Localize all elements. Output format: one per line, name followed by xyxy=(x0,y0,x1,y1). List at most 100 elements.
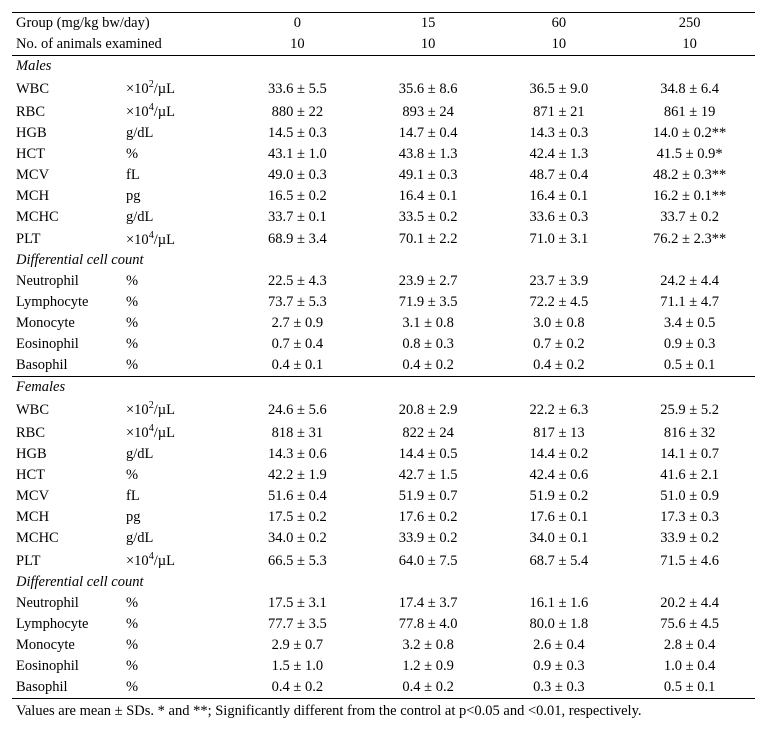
value-cell: 14.5 ± 0.3 xyxy=(232,123,363,144)
header-animals-1: 10 xyxy=(363,34,494,56)
value-cell: 34.0 ± 0.1 xyxy=(494,528,625,549)
value-cell: 861 ± 19 xyxy=(624,100,755,123)
value-cell: 71.0 ± 3.1 xyxy=(494,228,625,251)
param-name: MCV xyxy=(12,165,122,186)
param-unit: fL xyxy=(122,486,232,507)
value-cell: 42.2 ± 1.9 xyxy=(232,465,363,486)
param-unit: ×104/µL xyxy=(122,549,232,572)
value-cell: 80.0 ± 1.8 xyxy=(494,614,625,635)
param-name: Monocyte xyxy=(12,313,122,334)
param-unit: % xyxy=(122,292,232,313)
param-name: HGB xyxy=(12,123,122,144)
value-cell: 3.1 ± 0.8 xyxy=(363,313,494,334)
param-unit: % xyxy=(122,313,232,334)
value-cell: 17.3 ± 0.3 xyxy=(624,507,755,528)
value-cell: 0.4 ± 0.2 xyxy=(363,677,494,699)
value-cell: 24.2 ± 4.4 xyxy=(624,271,755,292)
value-cell: 3.4 ± 0.5 xyxy=(624,313,755,334)
header-animals-label: No. of animals examined xyxy=(12,34,232,56)
param-name: HGB xyxy=(12,444,122,465)
value-cell: 23.9 ± 2.7 xyxy=(363,271,494,292)
param-unit: ×102/µL xyxy=(122,398,232,421)
param-unit: pg xyxy=(122,507,232,528)
value-cell: 77.7 ± 3.5 xyxy=(232,614,363,635)
value-cell: 0.9 ± 0.3 xyxy=(624,334,755,355)
param-name: Monocyte xyxy=(12,635,122,656)
param-name: Neutrophil xyxy=(12,271,122,292)
value-cell: 71.9 ± 3.5 xyxy=(363,292,494,313)
value-cell: 818 ± 31 xyxy=(232,421,363,444)
value-cell: 816 ± 32 xyxy=(624,421,755,444)
param-name: Neutrophil xyxy=(12,593,122,614)
section-title: Males xyxy=(12,56,755,78)
param-unit: g/dL xyxy=(122,123,232,144)
value-cell: 33.6 ± 0.3 xyxy=(494,207,625,228)
value-cell: 17.6 ± 0.1 xyxy=(494,507,625,528)
param-name: PLT xyxy=(12,228,122,251)
param-name: MCHC xyxy=(12,207,122,228)
value-cell: 16.4 ± 0.1 xyxy=(363,186,494,207)
value-cell: 43.8 ± 1.3 xyxy=(363,144,494,165)
param-name: Eosinophil xyxy=(12,334,122,355)
value-cell: 42.4 ± 0.6 xyxy=(494,465,625,486)
value-cell: 49.0 ± 0.3 xyxy=(232,165,363,186)
value-cell: 1.5 ± 1.0 xyxy=(232,656,363,677)
value-cell: 49.1 ± 0.3 xyxy=(363,165,494,186)
param-unit: ×104/µL xyxy=(122,421,232,444)
param-unit: % xyxy=(122,271,232,292)
value-cell: 71.5 ± 4.6 xyxy=(624,549,755,572)
diff-count-label: Differential cell count xyxy=(12,250,755,271)
value-cell: 48.7 ± 0.4 xyxy=(494,165,625,186)
value-cell: 0.5 ± 0.1 xyxy=(624,355,755,377)
value-cell: 20.8 ± 2.9 xyxy=(363,398,494,421)
param-unit: pg xyxy=(122,186,232,207)
value-cell: 14.0 ± 0.2** xyxy=(624,123,755,144)
value-cell: 22.5 ± 4.3 xyxy=(232,271,363,292)
value-cell: 14.4 ± 0.5 xyxy=(363,444,494,465)
param-name: WBC xyxy=(12,77,122,100)
section-title: Females xyxy=(12,377,755,399)
value-cell: 51.0 ± 0.9 xyxy=(624,486,755,507)
value-cell: 14.3 ± 0.3 xyxy=(494,123,625,144)
value-cell: 2.7 ± 0.9 xyxy=(232,313,363,334)
header-dose-3: 250 xyxy=(624,13,755,35)
value-cell: 0.4 ± 0.1 xyxy=(232,355,363,377)
value-cell: 16.2 ± 0.1** xyxy=(624,186,755,207)
value-cell: 16.5 ± 0.2 xyxy=(232,186,363,207)
value-cell: 41.6 ± 2.1 xyxy=(624,465,755,486)
value-cell: 33.7 ± 0.1 xyxy=(232,207,363,228)
value-cell: 77.8 ± 4.0 xyxy=(363,614,494,635)
value-cell: 871 ± 21 xyxy=(494,100,625,123)
param-name: MCHC xyxy=(12,528,122,549)
value-cell: 64.0 ± 7.5 xyxy=(363,549,494,572)
value-cell: 71.1 ± 4.7 xyxy=(624,292,755,313)
param-name: MCH xyxy=(12,186,122,207)
value-cell: 33.5 ± 0.2 xyxy=(363,207,494,228)
param-unit: % xyxy=(122,144,232,165)
value-cell: 17.5 ± 3.1 xyxy=(232,593,363,614)
value-cell: 48.2 ± 0.3** xyxy=(624,165,755,186)
value-cell: 17.5 ± 0.2 xyxy=(232,507,363,528)
param-name: HCT xyxy=(12,144,122,165)
value-cell: 42.7 ± 1.5 xyxy=(363,465,494,486)
param-name: RBC xyxy=(12,100,122,123)
hematology-table: Group (mg/kg bw/day)01560250No. of anima… xyxy=(12,12,755,722)
value-cell: 33.9 ± 0.2 xyxy=(624,528,755,549)
diff-count-label: Differential cell count xyxy=(12,572,755,593)
value-cell: 20.2 ± 4.4 xyxy=(624,593,755,614)
header-animals-3: 10 xyxy=(624,34,755,56)
value-cell: 0.8 ± 0.3 xyxy=(363,334,494,355)
param-unit: ×102/µL xyxy=(122,77,232,100)
param-unit: g/dL xyxy=(122,528,232,549)
param-name: Lymphocyte xyxy=(12,292,122,313)
value-cell: 14.1 ± 0.7 xyxy=(624,444,755,465)
param-name: PLT xyxy=(12,549,122,572)
param-unit: fL xyxy=(122,165,232,186)
param-unit: % xyxy=(122,635,232,656)
value-cell: 2.6 ± 0.4 xyxy=(494,635,625,656)
value-cell: 2.9 ± 0.7 xyxy=(232,635,363,656)
value-cell: 0.7 ± 0.4 xyxy=(232,334,363,355)
param-name: Lymphocyte xyxy=(12,614,122,635)
value-cell: 41.5 ± 0.9* xyxy=(624,144,755,165)
header-group-label: Group (mg/kg bw/day) xyxy=(12,13,232,35)
